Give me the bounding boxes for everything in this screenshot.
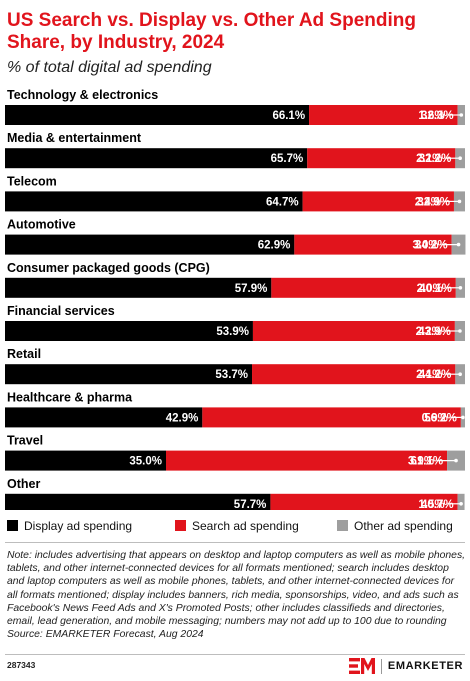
bar-search (294, 234, 452, 255)
data-label-search: 40.1% (419, 283, 452, 295)
data-label-search: 40.7% (421, 499, 454, 510)
leader-dot (457, 199, 462, 204)
bar-display (5, 407, 203, 428)
data-label-search: 43.9% (418, 326, 451, 338)
data-label-other: 2.2% (416, 326, 442, 338)
logo-separator (380, 658, 382, 674)
data-label-display: 66.1% (272, 110, 305, 122)
data-label-other: 2.1% (416, 369, 442, 381)
data-label-display: 57.9% (235, 283, 268, 295)
category-label: Telecom (7, 174, 57, 188)
bar-display (5, 148, 308, 169)
brand-name: EMARKETER (387, 660, 463, 672)
em-logo-icon (348, 658, 375, 674)
chart-title: US Search vs. Display vs. Other Ad Spend… (7, 10, 416, 53)
data-label-search: 32.9% (417, 196, 450, 208)
category-label: Financial services (7, 304, 115, 318)
leader-dot (458, 156, 462, 160)
data-label-search: 32.2% (419, 153, 452, 165)
data-label-other: 3.0% (412, 240, 438, 252)
data-label-other: 3.9% (408, 456, 434, 468)
data-label-other: 1.6% (418, 110, 444, 122)
footnote: Note: includes advertising that appears … (7, 549, 467, 641)
category-label: Technology & electronics (7, 88, 158, 102)
legend-item-search: Search ad spending (175, 518, 299, 534)
data-label-display: 53.9% (216, 326, 249, 338)
bar-display (5, 191, 303, 212)
bar-other (457, 493, 465, 510)
legend-label-search: Search ad spending (192, 519, 299, 533)
note-text: Note: includes advertising that appears … (7, 550, 466, 628)
chart-id: 287343 (7, 660, 36, 670)
data-label-display: 42.9% (166, 412, 199, 424)
data-label-display: 62.9% (258, 240, 291, 252)
legend-swatch-other (337, 520, 348, 531)
bar-search (252, 321, 455, 341)
category-label: Other (7, 477, 40, 491)
legend-item-display: Display ad spending (7, 518, 132, 534)
bar-search (202, 407, 461, 428)
emarketer-logo: EMARKETER (348, 657, 463, 675)
bar-search (271, 277, 456, 298)
data-label-search: 32.3% (421, 110, 454, 122)
data-label-display: 65.7% (271, 153, 304, 165)
stacked-bar-chart: Technology & electronics 66.1% 32.3%1.6% Me… (5, 88, 466, 510)
legend-swatch-search (175, 520, 186, 531)
divider-top (5, 542, 465, 543)
category-label: Media & entertainment (7, 131, 142, 145)
data-label-other: 0.9% (422, 412, 448, 424)
data-label-search: 61.1% (410, 456, 443, 468)
category-label: Consumer packaged goods (CPG) (7, 261, 210, 275)
leader-dot (458, 286, 463, 290)
data-label-other: 1.5% (418, 499, 444, 510)
data-label-display: 35.0% (129, 456, 162, 468)
bar-display (5, 277, 272, 298)
category-label: Retail (7, 347, 41, 361)
leader-dot (456, 242, 461, 247)
bar-search (307, 148, 456, 169)
bar-display (5, 234, 295, 255)
data-label-display: 53.7% (215, 369, 248, 381)
data-label-other: 2.1% (416, 153, 442, 165)
data-label-other: 2.0% (417, 283, 443, 295)
data-label-search: 56.2% (424, 412, 457, 424)
data-label-display: 64.7% (266, 196, 299, 208)
data-label-search: 34.2% (415, 240, 448, 252)
bar-search (252, 364, 456, 385)
category-label: Automotive (7, 218, 76, 232)
legend-label-display: Display ad spending (24, 519, 133, 533)
bar-display (5, 321, 253, 341)
bar-display (5, 450, 166, 471)
leader-dot (458, 329, 462, 333)
bar-display (5, 364, 253, 385)
bar-display (5, 105, 310, 125)
leader-dot (459, 502, 463, 506)
bar-display (5, 493, 271, 510)
leader-dot (454, 458, 458, 463)
data-label-search: 44.2% (419, 369, 452, 381)
data-label-display: 57.7% (234, 499, 267, 510)
legend-item-other: Other ad spending (337, 518, 453, 534)
data-label-other: 2.4% (415, 196, 441, 208)
source-text: Source: EMARKETER Forecast, Aug 2024 (7, 629, 204, 641)
bar-search (270, 493, 458, 510)
bar-search (302, 191, 454, 212)
legend-label-other: Other ad spending (354, 519, 453, 533)
category-label: Travel (7, 434, 43, 448)
category-label: Healthcare & pharma (7, 390, 133, 404)
bar-search (309, 105, 458, 125)
chart-subtitle: % of total digital ad spending (7, 59, 212, 76)
leader-dot (458, 372, 462, 377)
legend-swatch-display (7, 520, 18, 531)
leader-dot (459, 113, 464, 117)
bar-search (166, 450, 448, 471)
leader-dot (461, 415, 465, 420)
divider-bottom (5, 654, 465, 655)
